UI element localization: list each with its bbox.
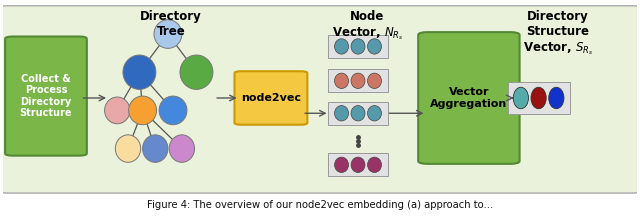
Ellipse shape (531, 87, 546, 109)
FancyBboxPatch shape (5, 36, 87, 156)
Text: Node
Vector, $N_{R_s}$: Node Vector, $N_{R_s}$ (332, 10, 403, 42)
FancyBboxPatch shape (1, 6, 639, 193)
Ellipse shape (367, 39, 381, 54)
Ellipse shape (351, 157, 365, 172)
Text: Vector
Aggregation: Vector Aggregation (430, 87, 508, 109)
Text: node2vec: node2vec (241, 93, 301, 103)
FancyBboxPatch shape (328, 35, 388, 58)
FancyBboxPatch shape (418, 32, 520, 164)
Ellipse shape (159, 96, 187, 125)
Ellipse shape (335, 39, 349, 54)
FancyBboxPatch shape (328, 153, 388, 176)
FancyBboxPatch shape (328, 102, 388, 125)
Ellipse shape (154, 20, 182, 48)
FancyBboxPatch shape (328, 69, 388, 92)
Ellipse shape (548, 87, 564, 109)
Ellipse shape (351, 73, 365, 89)
Ellipse shape (123, 55, 156, 89)
Ellipse shape (180, 55, 213, 89)
Ellipse shape (367, 73, 381, 89)
Ellipse shape (335, 73, 349, 89)
Ellipse shape (351, 106, 365, 121)
Ellipse shape (169, 135, 195, 162)
Ellipse shape (115, 135, 141, 162)
Ellipse shape (335, 106, 349, 121)
Text: Directory
Tree: Directory Tree (140, 10, 202, 38)
FancyBboxPatch shape (508, 82, 570, 114)
Ellipse shape (335, 157, 349, 172)
Ellipse shape (513, 87, 529, 109)
FancyBboxPatch shape (234, 71, 307, 125)
Ellipse shape (367, 157, 381, 172)
Ellipse shape (129, 96, 157, 125)
Ellipse shape (104, 97, 130, 124)
Text: Collect &
Process
Directory
Structure: Collect & Process Directory Structure (20, 74, 72, 119)
Text: Figure 4: The overview of our node2vec embedding (a) approach to...: Figure 4: The overview of our node2vec e… (147, 200, 493, 210)
Ellipse shape (143, 135, 168, 162)
Ellipse shape (367, 106, 381, 121)
Text: Directory
Structure
Vector, $S_{R_s}$: Directory Structure Vector, $S_{R_s}$ (522, 10, 593, 57)
Ellipse shape (351, 39, 365, 54)
